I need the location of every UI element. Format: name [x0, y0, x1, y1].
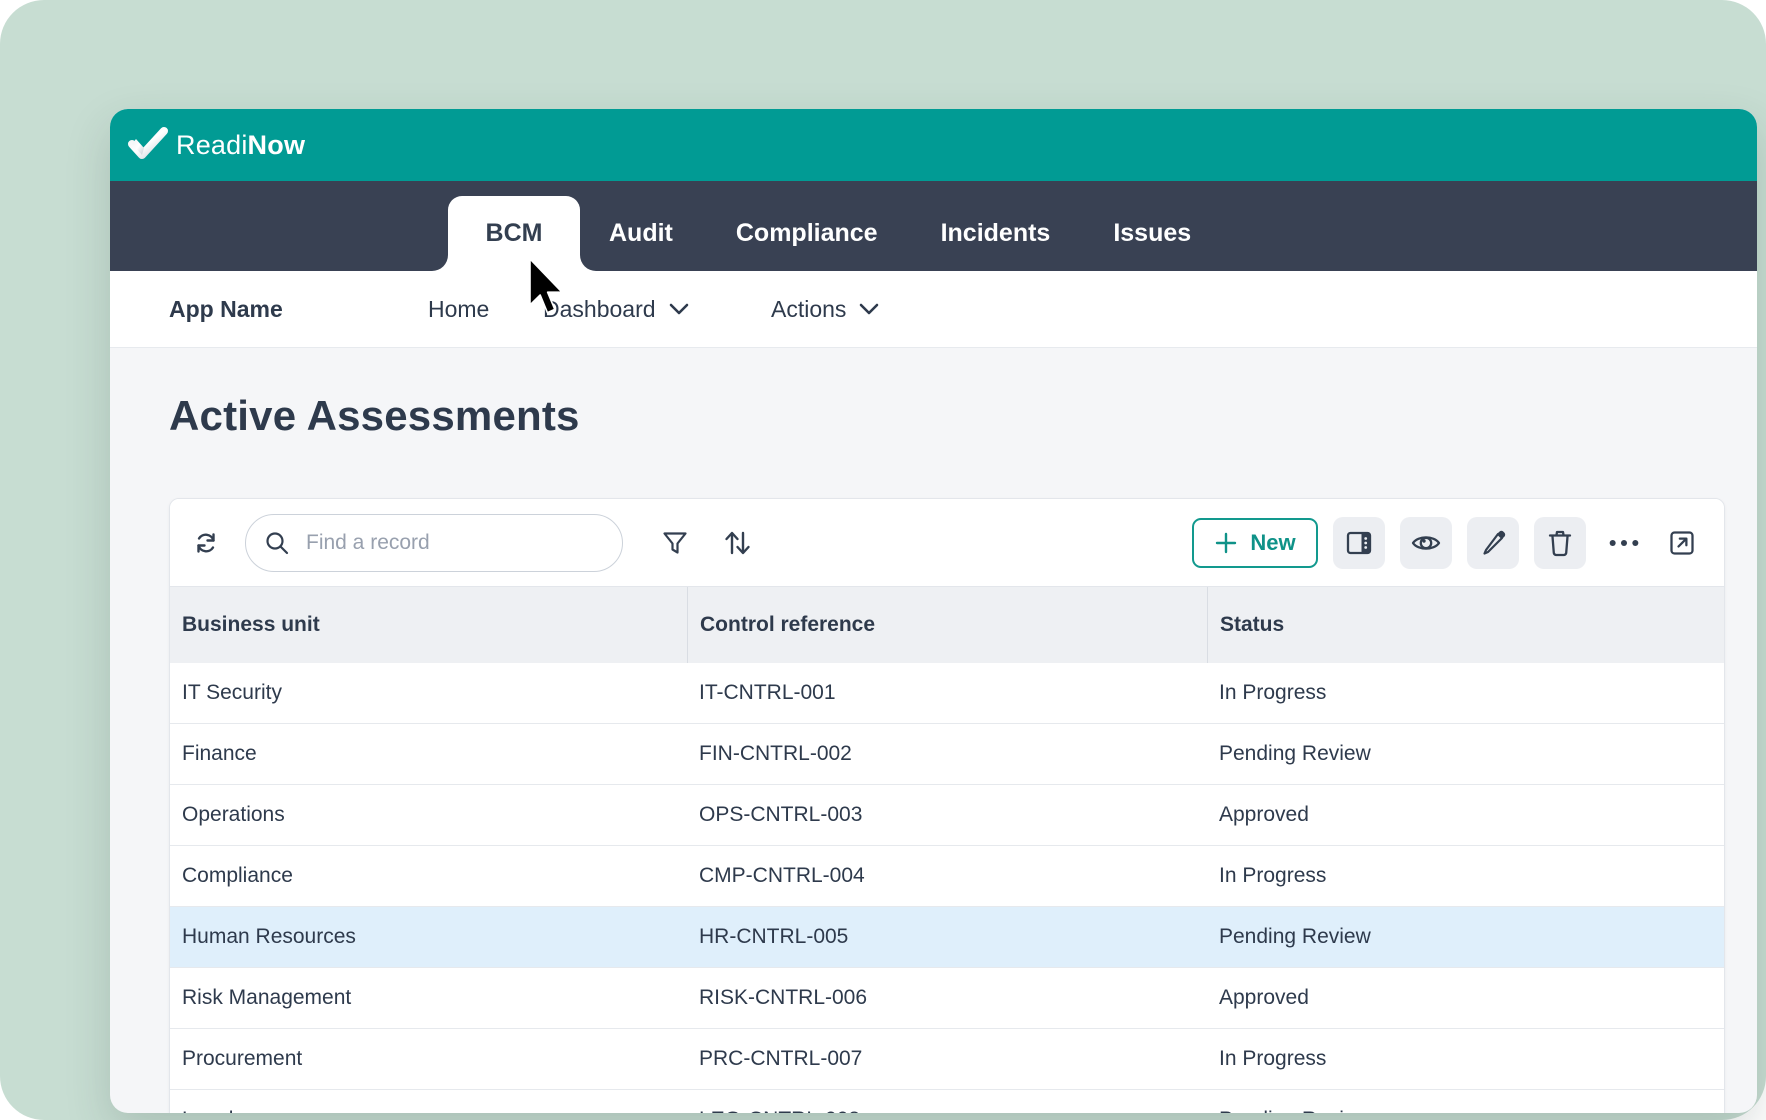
view-button[interactable] [1400, 516, 1452, 569]
more-actions-button[interactable] [1601, 517, 1647, 569]
chevron-down-icon [669, 303, 688, 315]
tab-issues[interactable]: Issues [1113, 219, 1192, 247]
cell-status: Pending Review [1219, 925, 1371, 948]
readinow-logo: ReadiNow [126, 125, 305, 165]
subnav-dashboard-label: Dashboard [543, 295, 656, 322]
primary-nav: BCM Audit Compliance Incidents Issues [110, 181, 1757, 271]
table-row[interactable]: Legal LEG-CNTRL-008 Pending Review [170, 1089, 1724, 1113]
column-header-control-reference[interactable]: Control reference [687, 587, 1207, 663]
tab-compliance[interactable]: Compliance [735, 219, 878, 247]
chevron-down-icon [860, 303, 879, 315]
cell-control-reference: HR-CNTRL-005 [699, 925, 849, 948]
eye-icon [1411, 535, 1441, 550]
search-icon [266, 531, 289, 554]
side-panel-button[interactable] [1333, 516, 1385, 569]
tab-audit[interactable]: Audit [609, 219, 673, 247]
table-row[interactable]: Finance FIN-CNTRL-002 Pending Review [170, 723, 1724, 784]
open-in-new-icon [1670, 530, 1694, 555]
content-area: Active Assessments [110, 348, 1757, 1113]
table-row-selected[interactable]: Human Resources HR-CNTRL-005 Pending Rev… [170, 906, 1724, 967]
plus-icon [1216, 532, 1237, 553]
checkmark-logo-icon [128, 127, 168, 159]
cell-status: In Progress [1219, 681, 1327, 704]
table-row[interactable]: Compliance CMP-CNTRL-004 In Progress [170, 845, 1724, 906]
brand-name: ReadiNow [176, 129, 306, 160]
subnav-item-actions[interactable]: Actions [771, 271, 879, 347]
open-in-new-button[interactable] [1662, 517, 1702, 569]
cell-control-reference: RISK-CNTRL-006 [699, 986, 868, 1009]
tab-bcm-label: BCM [485, 219, 543, 247]
tab-incidents[interactable]: Incidents [940, 219, 1051, 247]
table-header: Business unit Control reference Status [170, 586, 1724, 663]
refresh-icon[interactable] [192, 529, 220, 557]
table-row[interactable]: Procurement PRC-CNTRL-007 In Progress [170, 1028, 1724, 1089]
side-panel-icon [1346, 531, 1372, 554]
filter-icon[interactable] [661, 529, 689, 557]
cell-business-unit: Risk Management [182, 986, 352, 1009]
cell-status: In Progress [1219, 1047, 1327, 1070]
pencil-icon [1483, 530, 1506, 555]
subnav-item-home[interactable]: Home [428, 295, 490, 322]
tab-bcm[interactable]: BCM [448, 196, 580, 271]
column-header-business-unit[interactable]: Business unit [182, 613, 320, 636]
trash-icon [1548, 530, 1572, 556]
cell-control-reference: IT-CNTRL-001 [699, 681, 836, 704]
cell-control-reference: OPS-CNTRL-003 [699, 803, 863, 826]
cell-business-unit: Legal [170, 1090, 687, 1113]
cell-control-reference: CMP-CNTRL-004 [699, 864, 865, 887]
brand-header: ReadiNow [110, 109, 1757, 181]
table-row[interactable]: IT Security IT-CNTRL-001 In Progress [170, 663, 1724, 723]
edit-button[interactable] [1467, 516, 1519, 569]
primary-nav-items: Audit Compliance Incidents Issues [609, 196, 1191, 271]
cell-business-unit: Compliance [182, 864, 293, 887]
cell-control-reference: PRC-CNTRL-007 [699, 1047, 863, 1070]
cell-business-unit: Human Resources [182, 925, 356, 948]
cell-business-unit: Operations [182, 803, 285, 826]
table-body: IT Security IT-CNTRL-001 In Progress Fin… [170, 663, 1724, 1113]
sort-icon[interactable] [721, 528, 753, 558]
ellipsis-icon [1609, 539, 1639, 546]
column-header-status[interactable]: Status [1207, 587, 1724, 663]
cell-business-unit: Finance [182, 742, 257, 765]
secondary-nav: App Name Home Dashboard Actions [110, 271, 1757, 348]
toolbar-actions: New [1192, 516, 1702, 569]
app-window: ReadiNow BCM Audit Compliance Incidents … [110, 109, 1757, 1113]
app-name-label: App Name [169, 295, 283, 322]
cell-status: Approved [1219, 986, 1309, 1009]
cell-business-unit: IT Security [182, 681, 282, 704]
cell-status: In Progress [1219, 864, 1327, 887]
table-row[interactable]: Operations OPS-CNTRL-003 Approved [170, 784, 1724, 845]
new-button-label: New [1250, 529, 1296, 555]
cell-status: Pending Review [1219, 742, 1371, 765]
cell-status: Pending Review [1207, 1090, 1724, 1113]
records-toolbar: New [170, 499, 1724, 586]
delete-button[interactable] [1534, 516, 1586, 569]
cell-business-unit: Procurement [182, 1047, 303, 1070]
search-box[interactable] [245, 513, 623, 572]
cell-status: Approved [1219, 803, 1309, 826]
cell-control-reference: FIN-CNTRL-002 [699, 742, 852, 765]
new-record-button[interactable]: New [1192, 517, 1318, 568]
table-row[interactable]: Risk Management RISK-CNTRL-006 Approved [170, 967, 1724, 1028]
page-title: Active Assessments [169, 392, 580, 439]
cell-control-reference: LEG-CNTRL-008 [687, 1090, 1207, 1113]
search-input[interactable] [304, 529, 604, 556]
subnav-item-dashboard[interactable]: Dashboard [543, 271, 689, 347]
subnav-actions-label: Actions [771, 295, 847, 322]
records-card: New [169, 498, 1725, 1113]
